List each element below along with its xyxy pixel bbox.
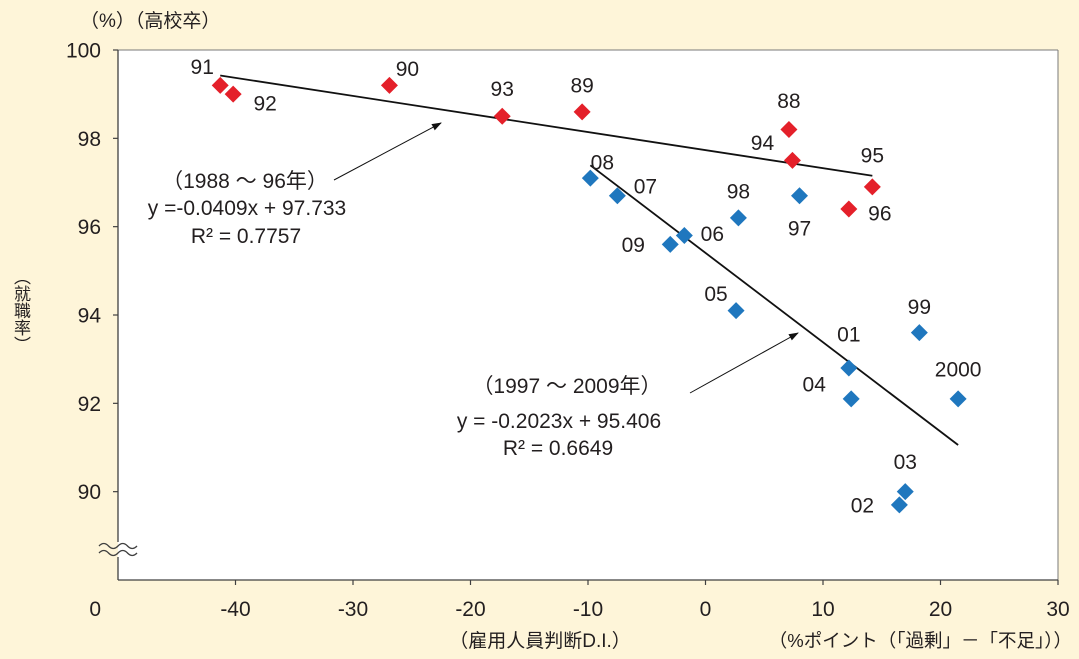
point-marker-98 [729, 209, 747, 227]
point-label-99: 99 [908, 296, 931, 319]
point-marker-06 [675, 227, 693, 244]
x-tick-label: -40 [220, 598, 250, 621]
y-tick-label: 98 [78, 128, 101, 151]
point-marker-05 [727, 302, 745, 320]
point-label-09: 09 [622, 234, 645, 257]
trendline-series-1 [220, 74, 873, 177]
y-unit-label: （%）（高校卒） [80, 10, 220, 32]
y-tick-label: 96 [78, 216, 101, 239]
point-label-93: 93 [491, 78, 514, 101]
point-label-96: 96 [868, 203, 891, 226]
x-tick-label: -10 [573, 598, 603, 621]
annotation-r-squared: R² = 0.7757 [191, 225, 301, 248]
point-marker-96 [840, 200, 858, 218]
break-wave-upper [98, 542, 138, 550]
annotation-series-1: （1988 ～ 96年） y =-0.0409x + 97.733 R² = 0… [148, 122, 442, 248]
annotation-equation: y = -0.2023x + 95.406 [457, 410, 661, 433]
point-marker-2000 [949, 390, 967, 408]
x-tick-label: 30 [1046, 598, 1069, 621]
point-label-94: 94 [751, 132, 775, 155]
y-tick-label: 92 [78, 393, 101, 416]
point-marker-09 [661, 235, 679, 253]
point-label-89: 89 [570, 74, 593, 97]
point-label-90: 90 [396, 58, 419, 81]
annotation-series-2: （1997 ～ 2009年） y = -0.2023x + 95.406 R² … [457, 332, 799, 460]
y-tick-label: 90 [78, 481, 101, 504]
point-marker-97 [791, 187, 808, 205]
point-marker-91 [211, 76, 229, 94]
point-label-92: 92 [253, 93, 276, 116]
y-axis-break-symbol [98, 542, 138, 557]
annotation-period-label: （1997 ～ 2009年） [472, 375, 661, 398]
point-marker-03 [896, 483, 914, 501]
point-marker-88 [780, 121, 798, 138]
point-marker-08 [581, 169, 599, 187]
point-marker-90 [380, 76, 398, 94]
x-tick-label: -30 [338, 598, 368, 621]
point-label-88: 88 [777, 90, 800, 113]
y-axis-origin-label: 0 [89, 598, 101, 621]
x-axis-title: （雇用人員判断D.I.） [449, 630, 631, 652]
trendline-series-2 [589, 164, 959, 446]
annotation-arrow [689, 332, 799, 394]
point-label-05: 05 [704, 283, 727, 306]
point-label-07: 07 [634, 175, 657, 198]
point-marker-95 [863, 178, 881, 196]
point-marker-99 [910, 324, 928, 342]
point-marker-93 [493, 107, 511, 125]
trendlines [220, 74, 959, 446]
y-axis-title: （就職率） [10, 268, 30, 353]
data-point-labels: 88 89 90 91 92 93 94 95 96 97 98 99 2000 01 02 03 04 05 06… [191, 56, 982, 518]
point-label-91: 91 [191, 56, 214, 79]
point-label-06: 06 [701, 223, 724, 246]
x-tick-label: -20 [455, 598, 485, 621]
point-marker-04 [842, 390, 860, 408]
point-label-2000: 2000 [935, 358, 982, 381]
break-wave-lower [98, 549, 138, 557]
annotation-period-label: （1988 ～ 96年） [162, 170, 328, 193]
x-tick-label: 20 [929, 598, 952, 621]
point-marker-01 [840, 359, 858, 377]
annotation-equation: y =-0.0409x + 97.733 [148, 197, 347, 220]
y-tick-label: 100 [66, 40, 101, 63]
point-label-98: 98 [727, 180, 750, 203]
data-points [211, 76, 967, 514]
point-label-97: 97 [788, 217, 811, 240]
x-tick-label: 10 [811, 598, 834, 621]
point-label-04: 04 [803, 373, 827, 396]
point-label-01: 01 [837, 324, 860, 347]
point-marker-92 [224, 85, 242, 103]
point-marker-07 [608, 187, 626, 205]
point-marker-89 [573, 103, 591, 121]
point-label-02: 02 [851, 494, 874, 517]
x-axis-ticks: -40 -30 -20 -10 0 10 20 30 [220, 580, 1070, 621]
y-tick-label: 94 [78, 305, 102, 328]
annotation-arrow [333, 122, 442, 181]
x-unit-label: （%ポイント（「過剰」－「不足」）） [769, 630, 1072, 651]
point-marker-94 [783, 151, 801, 169]
annotation-r-squared: R² = 0.6649 [503, 437, 613, 460]
point-label-03: 03 [894, 451, 917, 474]
point-label-95: 95 [861, 144, 884, 167]
x-tick-label: 0 [700, 598, 712, 621]
y-axis-ticks: 90 92 94 96 98 100 [66, 40, 118, 504]
point-marker-02 [890, 496, 908, 514]
point-label-08: 08 [591, 152, 614, 175]
